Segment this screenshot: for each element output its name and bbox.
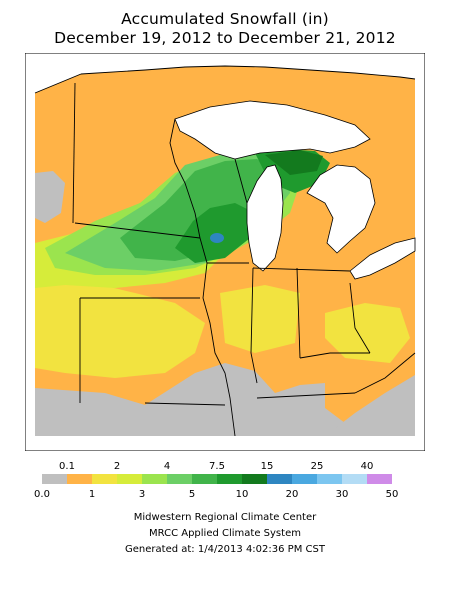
map-title-line2: December 19, 2012 to December 21, 2012 <box>54 29 396 47</box>
legend-top-label: 4 <box>164 461 170 472</box>
snow-zone-gray-east <box>325 375 415 436</box>
lake-erie <box>349 237 416 280</box>
mississippi-river <box>202 297 236 437</box>
legend-bin <box>117 474 142 484</box>
map-title-line1: Accumulated Snowfall (in) <box>121 10 329 28</box>
ky-va-border <box>354 352 416 394</box>
legend-top-label: 40 <box>361 461 374 472</box>
legend-bin <box>167 474 192 484</box>
snowfall-map <box>25 53 425 451</box>
legend-bin <box>92 474 117 484</box>
legend-bottom-label: 50 <box>386 489 399 500</box>
legend-top-label: 25 <box>311 461 324 472</box>
snow-zone-forest <box>175 203 255 263</box>
snow-zone-yellow-east <box>325 303 410 363</box>
lake-superior <box>174 100 371 160</box>
il-in-border <box>250 267 258 384</box>
snow-zone-dark <box>265 150 323 175</box>
legend-bottom-label: 3 <box>139 489 145 500</box>
legend-bottom-label: 0.0 <box>34 489 50 500</box>
region-outline <box>34 65 416 94</box>
legend-top-label: 15 <box>261 461 274 472</box>
legend-bin <box>42 474 67 484</box>
mn-ia-border <box>74 222 201 239</box>
legend-bin <box>342 474 367 484</box>
in-oh-border <box>296 267 301 359</box>
snow-zone-gray-south <box>35 363 355 436</box>
lake-huron <box>306 164 376 254</box>
mi-in-oh-border <box>252 267 351 272</box>
oh-ky-border <box>299 352 370 359</box>
legend-top-label: 0.1 <box>59 461 75 472</box>
mo-ar-border <box>144 402 226 406</box>
legend-bottom-label: 1 <box>89 489 95 500</box>
snow-zone-yellow-west <box>35 281 205 378</box>
lake-michigan <box>246 164 284 272</box>
legend-top-label: 7.5 <box>209 461 225 472</box>
snow-zone-yellow-mid <box>220 285 300 353</box>
oh-wv-border <box>349 282 371 354</box>
sd-mn-border <box>72 82 76 224</box>
legend-bin <box>317 474 342 484</box>
legend-bin <box>292 474 317 484</box>
snow-zone-gray-nw <box>35 171 65 223</box>
legend-bin <box>217 474 242 484</box>
mi-up-border <box>234 158 248 204</box>
legend-bin <box>242 474 267 484</box>
legend-top-label: 2 <box>114 461 120 472</box>
snowfall-legend: 0.1 2 4 7.5 15 25 40 0.0 1 3 5 10 20 30 50 <box>34 461 399 500</box>
state-borders <box>34 65 416 437</box>
legend-bin <box>142 474 167 484</box>
legend-bottom-label: 10 <box>236 489 249 500</box>
legend-bin <box>367 474 392 484</box>
snow-zone-max <box>210 233 224 243</box>
legend-bin <box>192 474 217 484</box>
legend-bin <box>67 474 92 484</box>
legend-bottom-label: 20 <box>286 489 299 500</box>
mn-wi-border <box>169 118 201 239</box>
legend-bin <box>267 474 292 484</box>
legend-bottom-label: 5 <box>189 489 195 500</box>
footer-system: MRCC Applied Climate System <box>149 528 301 539</box>
ky-tn-border <box>256 392 356 399</box>
footer-generated-at: Generated at: 1/4/2013 4:02:36 PM CST <box>125 544 325 555</box>
great-lakes <box>174 100 416 280</box>
footer-organization: Midwestern Regional Climate Center <box>133 512 317 523</box>
legend-bottom-label: 30 <box>336 489 349 500</box>
